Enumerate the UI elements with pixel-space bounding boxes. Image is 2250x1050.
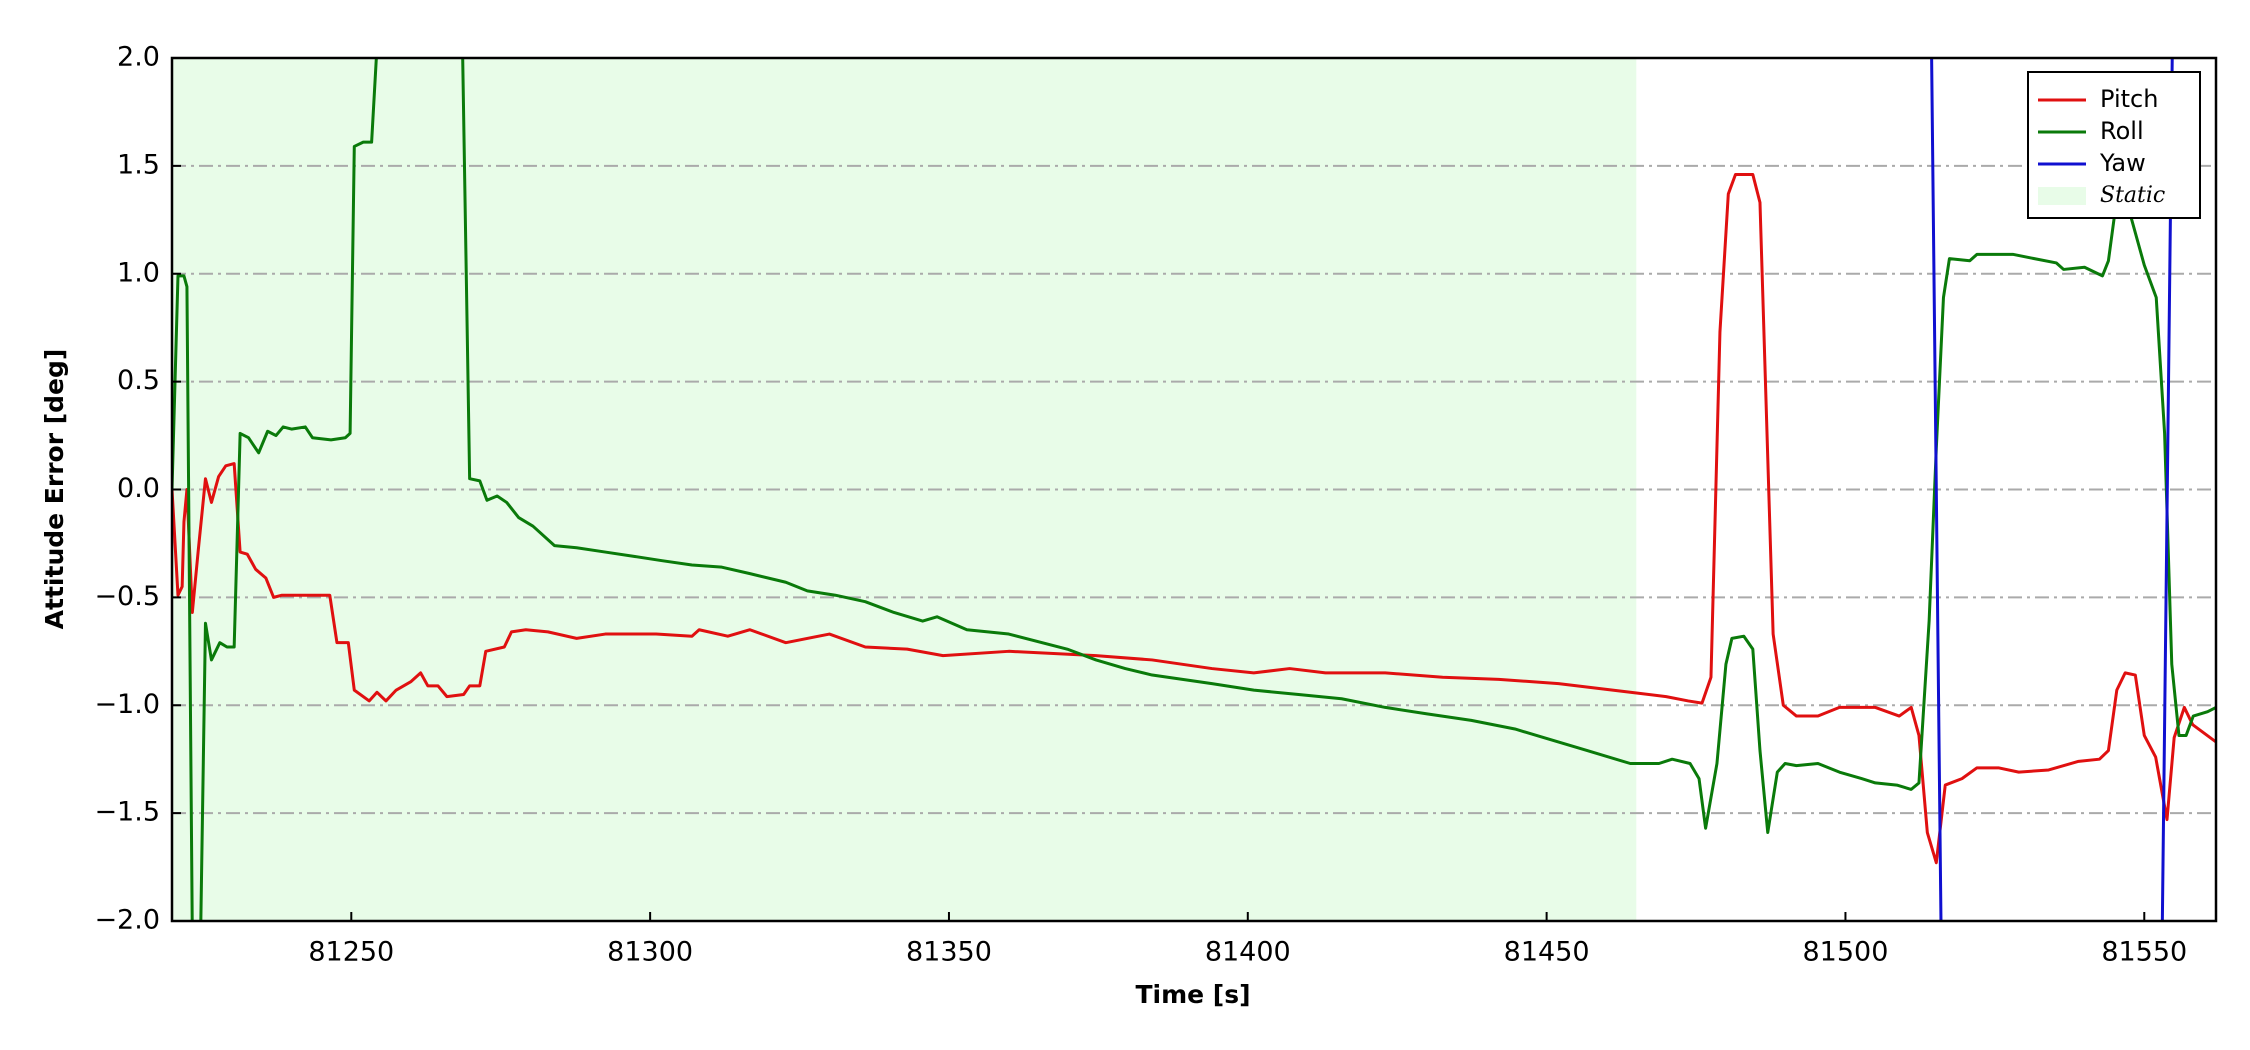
x-axis-title: Time [s]: [1135, 980, 1250, 1009]
legend-label: Roll: [2100, 117, 2144, 145]
y-tick-label: 2.0: [117, 42, 160, 73]
legend-label: Static: [2100, 183, 2165, 208]
series-line: [172, 58, 2216, 921]
y-tick-label: 0.5: [117, 365, 160, 396]
legend-label: Pitch: [2100, 85, 2158, 113]
y-tick-label: −0.5: [94, 581, 160, 612]
x-tick-label: 81350: [906, 937, 992, 968]
series-line: [172, 173, 2216, 865]
legend-swatch: [2038, 187, 2086, 205]
y-tick-label: −1.5: [94, 797, 160, 828]
x-tick-label: 81400: [1205, 937, 1291, 968]
x-tick-label: 81300: [607, 937, 693, 968]
y-axis-title: Attitude Error [deg]: [40, 349, 69, 630]
x-tick-label: 81550: [2101, 937, 2187, 968]
y-tick-label: 0.0: [117, 473, 160, 504]
y-tick-label: −2.0: [94, 905, 160, 936]
x-tick-label: 81450: [1504, 937, 1590, 968]
x-tick-label: 81500: [1802, 937, 1888, 968]
x-tick-label: 81250: [308, 937, 394, 968]
plot-frame: [170, 56, 2218, 923]
y-tick-label: −1.0: [94, 689, 160, 720]
legend-label: Yaw: [2099, 149, 2146, 177]
y-tick-label: 1.0: [117, 257, 160, 288]
series-line: [1930, 58, 2174, 921]
y-tick-label: 1.5: [117, 149, 160, 180]
